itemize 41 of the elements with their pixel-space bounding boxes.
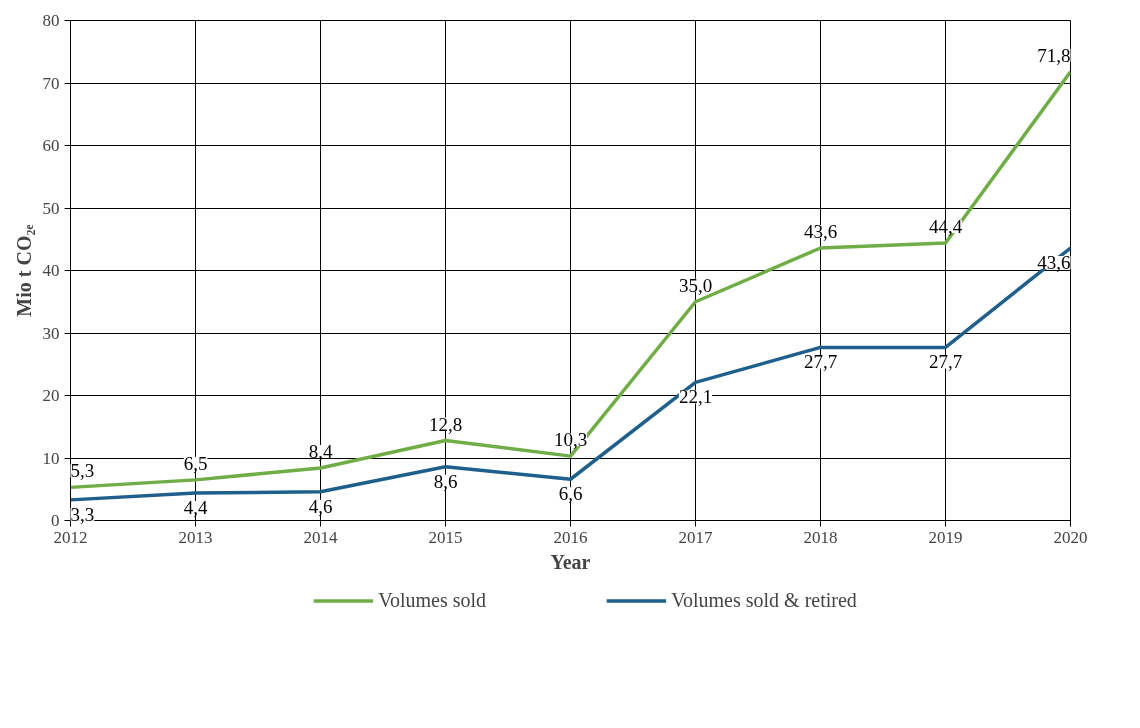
y-tick-label: 40 xyxy=(42,261,60,280)
legend-label: Volumes sold & retired xyxy=(671,588,857,612)
x-tick-label: 2019 xyxy=(928,527,963,547)
data-label: 3,3 xyxy=(70,503,95,525)
x-tick-label: 2014 xyxy=(303,527,338,547)
x-tick-label: 2015 xyxy=(428,527,463,547)
legend-label: Volumes sold xyxy=(378,588,487,612)
data-label: 27,7 xyxy=(928,351,963,373)
y-tick-label: 60 xyxy=(42,136,60,155)
y-tick-label: 70 xyxy=(42,73,60,93)
data-label: 6,6 xyxy=(558,483,583,505)
y-tick-label: 50 xyxy=(42,198,60,218)
data-label: 6,5 xyxy=(183,452,208,474)
x-tick-label: 2017 xyxy=(678,527,713,547)
data-label: 43,6 xyxy=(803,221,838,242)
x-tick-label: 2020 xyxy=(1053,527,1088,547)
data-label: 10,3 xyxy=(553,429,588,451)
data-label: 8,6 xyxy=(433,470,458,492)
data-label: 5,3 xyxy=(70,460,95,482)
x-tick-label: 2018 xyxy=(803,527,838,547)
x-tick-label: 2016 xyxy=(553,527,588,547)
data-label: 4,4 xyxy=(183,497,208,518)
data-label: 8,4 xyxy=(308,441,333,462)
line-series xyxy=(70,246,1071,502)
y-axis-title: Mio t CO₂ₑ xyxy=(12,224,35,317)
x-tick-label: 2012 xyxy=(53,527,88,547)
y-tick-label: 20 xyxy=(42,386,60,405)
data-label: 44,4 xyxy=(928,216,963,237)
y-tick-label: 10 xyxy=(42,448,60,468)
data-label: 71,8 xyxy=(1037,44,1071,66)
data-label: 43,6 xyxy=(1037,252,1071,273)
y-tick-label: 0 xyxy=(51,511,60,530)
y-tick-label: 80 xyxy=(42,11,60,30)
data-label: 4,6 xyxy=(308,495,333,517)
x-tick-label: 2013 xyxy=(178,527,213,547)
x-axis-title: Year xyxy=(550,550,591,573)
data-label: 12,8 xyxy=(428,413,463,435)
y-tick-label: 30 xyxy=(42,323,60,343)
data-label: 22,1 xyxy=(678,386,713,408)
data-label: 35,0 xyxy=(678,274,713,296)
data-label: 27,7 xyxy=(803,351,838,373)
